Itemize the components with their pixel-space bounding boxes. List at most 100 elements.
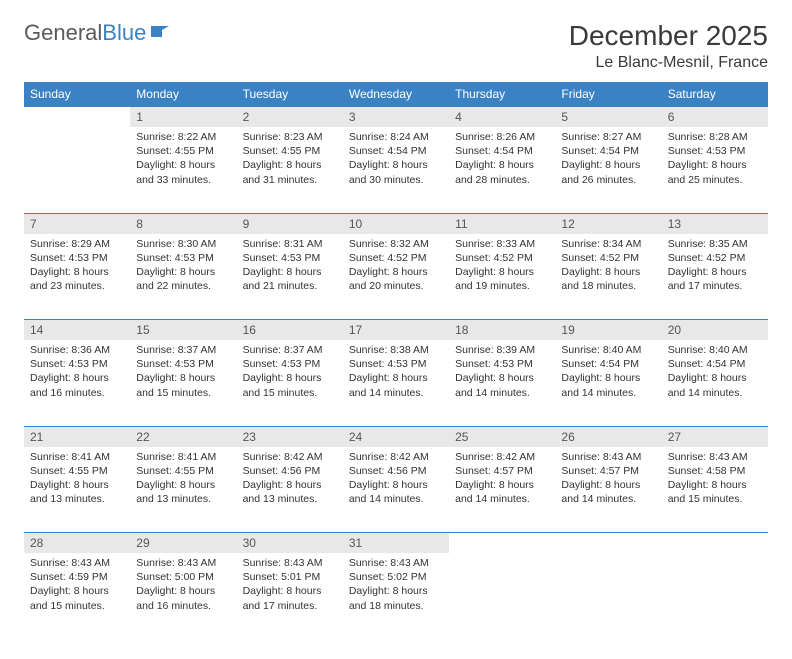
daybody-row: Sunrise: 8:43 AMSunset: 4:59 PMDaylight:…	[24, 553, 768, 639]
day-details: Sunrise: 8:23 AMSunset: 4:55 PMDaylight:…	[237, 127, 343, 193]
weekday-header: Saturday	[662, 82, 768, 107]
day-number-cell: 12	[555, 213, 661, 234]
day-details: Sunrise: 8:40 AMSunset: 4:54 PMDaylight:…	[555, 340, 661, 406]
logo: GeneralBlue	[24, 20, 170, 46]
daynum-row: 14151617181920	[24, 320, 768, 341]
day-details: Sunrise: 8:43 AMSunset: 4:57 PMDaylight:…	[555, 447, 661, 513]
day-details: Sunrise: 8:34 AMSunset: 4:52 PMDaylight:…	[555, 234, 661, 300]
day-details: Sunrise: 8:43 AMSunset: 5:02 PMDaylight:…	[343, 553, 449, 619]
day-body-cell: Sunrise: 8:29 AMSunset: 4:53 PMDaylight:…	[24, 234, 130, 320]
day-details: Sunrise: 8:37 AMSunset: 4:53 PMDaylight:…	[237, 340, 343, 406]
day-details: Sunrise: 8:28 AMSunset: 4:53 PMDaylight:…	[662, 127, 768, 193]
logo-text-part1: General	[24, 20, 102, 45]
day-body-cell	[449, 553, 555, 639]
day-body-cell: Sunrise: 8:41 AMSunset: 4:55 PMDaylight:…	[130, 447, 236, 533]
day-body-cell: Sunrise: 8:43 AMSunset: 4:59 PMDaylight:…	[24, 553, 130, 639]
day-body-cell: Sunrise: 8:40 AMSunset: 4:54 PMDaylight:…	[662, 340, 768, 426]
day-body-cell: Sunrise: 8:38 AMSunset: 4:53 PMDaylight:…	[343, 340, 449, 426]
day-body-cell: Sunrise: 8:42 AMSunset: 4:57 PMDaylight:…	[449, 447, 555, 533]
day-number-cell: 13	[662, 213, 768, 234]
calendar-head: SundayMondayTuesdayWednesdayThursdayFrid…	[24, 82, 768, 107]
day-number-cell: 9	[237, 213, 343, 234]
day-number-cell	[662, 533, 768, 554]
day-body-cell	[24, 127, 130, 213]
daybody-row: Sunrise: 8:36 AMSunset: 4:53 PMDaylight:…	[24, 340, 768, 426]
day-body-cell: Sunrise: 8:42 AMSunset: 4:56 PMDaylight:…	[237, 447, 343, 533]
day-number-cell: 20	[662, 320, 768, 341]
day-number-cell: 29	[130, 533, 236, 554]
day-body-cell: Sunrise: 8:43 AMSunset: 5:02 PMDaylight:…	[343, 553, 449, 639]
day-number-cell: 11	[449, 213, 555, 234]
day-details: Sunrise: 8:43 AMSunset: 4:58 PMDaylight:…	[662, 447, 768, 513]
day-details: Sunrise: 8:31 AMSunset: 4:53 PMDaylight:…	[237, 234, 343, 300]
day-body-cell: Sunrise: 8:36 AMSunset: 4:53 PMDaylight:…	[24, 340, 130, 426]
day-body-cell: Sunrise: 8:40 AMSunset: 4:54 PMDaylight:…	[555, 340, 661, 426]
day-number-cell: 15	[130, 320, 236, 341]
weekday-header: Friday	[555, 82, 661, 107]
day-body-cell	[555, 553, 661, 639]
logo-text-part2: Blue	[102, 20, 146, 45]
weekday-header: Thursday	[449, 82, 555, 107]
daynum-row: 28293031	[24, 533, 768, 554]
day-number-cell: 18	[449, 320, 555, 341]
day-number-cell: 23	[237, 426, 343, 447]
day-body-cell: Sunrise: 8:43 AMSunset: 4:57 PMDaylight:…	[555, 447, 661, 533]
day-body-cell: Sunrise: 8:43 AMSunset: 5:01 PMDaylight:…	[237, 553, 343, 639]
day-number-cell	[449, 533, 555, 554]
daynum-row: 78910111213	[24, 213, 768, 234]
title-block: December 2025 Le Blanc-Mesnil, France	[569, 20, 768, 72]
day-details: Sunrise: 8:22 AMSunset: 4:55 PMDaylight:…	[130, 127, 236, 193]
day-details: Sunrise: 8:42 AMSunset: 4:56 PMDaylight:…	[343, 447, 449, 513]
day-number-cell: 28	[24, 533, 130, 554]
day-number-cell: 27	[662, 426, 768, 447]
weekday-header: Monday	[130, 82, 236, 107]
day-details: Sunrise: 8:33 AMSunset: 4:52 PMDaylight:…	[449, 234, 555, 300]
daybody-row: Sunrise: 8:22 AMSunset: 4:55 PMDaylight:…	[24, 127, 768, 213]
day-body-cell: Sunrise: 8:42 AMSunset: 4:56 PMDaylight:…	[343, 447, 449, 533]
day-body-cell: Sunrise: 8:27 AMSunset: 4:54 PMDaylight:…	[555, 127, 661, 213]
day-number-cell: 31	[343, 533, 449, 554]
weekday-header: Tuesday	[237, 82, 343, 107]
day-body-cell: Sunrise: 8:39 AMSunset: 4:53 PMDaylight:…	[449, 340, 555, 426]
day-body-cell: Sunrise: 8:43 AMSunset: 5:00 PMDaylight:…	[130, 553, 236, 639]
daybody-row: Sunrise: 8:29 AMSunset: 4:53 PMDaylight:…	[24, 234, 768, 320]
day-details: Sunrise: 8:43 AMSunset: 5:00 PMDaylight:…	[130, 553, 236, 619]
month-title: December 2025	[569, 20, 768, 52]
day-details: Sunrise: 8:37 AMSunset: 4:53 PMDaylight:…	[130, 340, 236, 406]
day-number-cell: 19	[555, 320, 661, 341]
day-number-cell: 14	[24, 320, 130, 341]
day-details: Sunrise: 8:35 AMSunset: 4:52 PMDaylight:…	[662, 234, 768, 300]
day-body-cell: Sunrise: 8:31 AMSunset: 4:53 PMDaylight:…	[237, 234, 343, 320]
day-number-cell	[555, 533, 661, 554]
day-body-cell: Sunrise: 8:43 AMSunset: 4:58 PMDaylight:…	[662, 447, 768, 533]
day-body-cell: Sunrise: 8:28 AMSunset: 4:53 PMDaylight:…	[662, 127, 768, 213]
day-body-cell: Sunrise: 8:23 AMSunset: 4:55 PMDaylight:…	[237, 127, 343, 213]
day-details: Sunrise: 8:41 AMSunset: 4:55 PMDaylight:…	[130, 447, 236, 513]
day-number-cell: 2	[237, 107, 343, 128]
day-details: Sunrise: 8:29 AMSunset: 4:53 PMDaylight:…	[24, 234, 130, 300]
day-details: Sunrise: 8:41 AMSunset: 4:55 PMDaylight:…	[24, 447, 130, 513]
day-details: Sunrise: 8:26 AMSunset: 4:54 PMDaylight:…	[449, 127, 555, 193]
day-details: Sunrise: 8:32 AMSunset: 4:52 PMDaylight:…	[343, 234, 449, 300]
day-number-cell	[24, 107, 130, 128]
day-details: Sunrise: 8:24 AMSunset: 4:54 PMDaylight:…	[343, 127, 449, 193]
day-number-cell: 16	[237, 320, 343, 341]
day-number-cell: 22	[130, 426, 236, 447]
day-number-cell: 26	[555, 426, 661, 447]
logo-text: GeneralBlue	[24, 20, 146, 46]
day-details: Sunrise: 8:42 AMSunset: 4:57 PMDaylight:…	[449, 447, 555, 513]
day-number-cell: 5	[555, 107, 661, 128]
day-body-cell	[662, 553, 768, 639]
location: Le Blanc-Mesnil, France	[569, 54, 768, 72]
day-details: Sunrise: 8:43 AMSunset: 4:59 PMDaylight:…	[24, 553, 130, 619]
day-number-cell: 8	[130, 213, 236, 234]
day-number-cell: 3	[343, 107, 449, 128]
day-body-cell: Sunrise: 8:35 AMSunset: 4:52 PMDaylight:…	[662, 234, 768, 320]
day-number-cell: 7	[24, 213, 130, 234]
calendar-table: SundayMondayTuesdayWednesdayThursdayFrid…	[24, 82, 768, 639]
flag-icon	[150, 23, 170, 43]
day-number-cell: 30	[237, 533, 343, 554]
day-body-cell: Sunrise: 8:26 AMSunset: 4:54 PMDaylight:…	[449, 127, 555, 213]
day-body-cell: Sunrise: 8:22 AMSunset: 4:55 PMDaylight:…	[130, 127, 236, 213]
weekday-header: Sunday	[24, 82, 130, 107]
